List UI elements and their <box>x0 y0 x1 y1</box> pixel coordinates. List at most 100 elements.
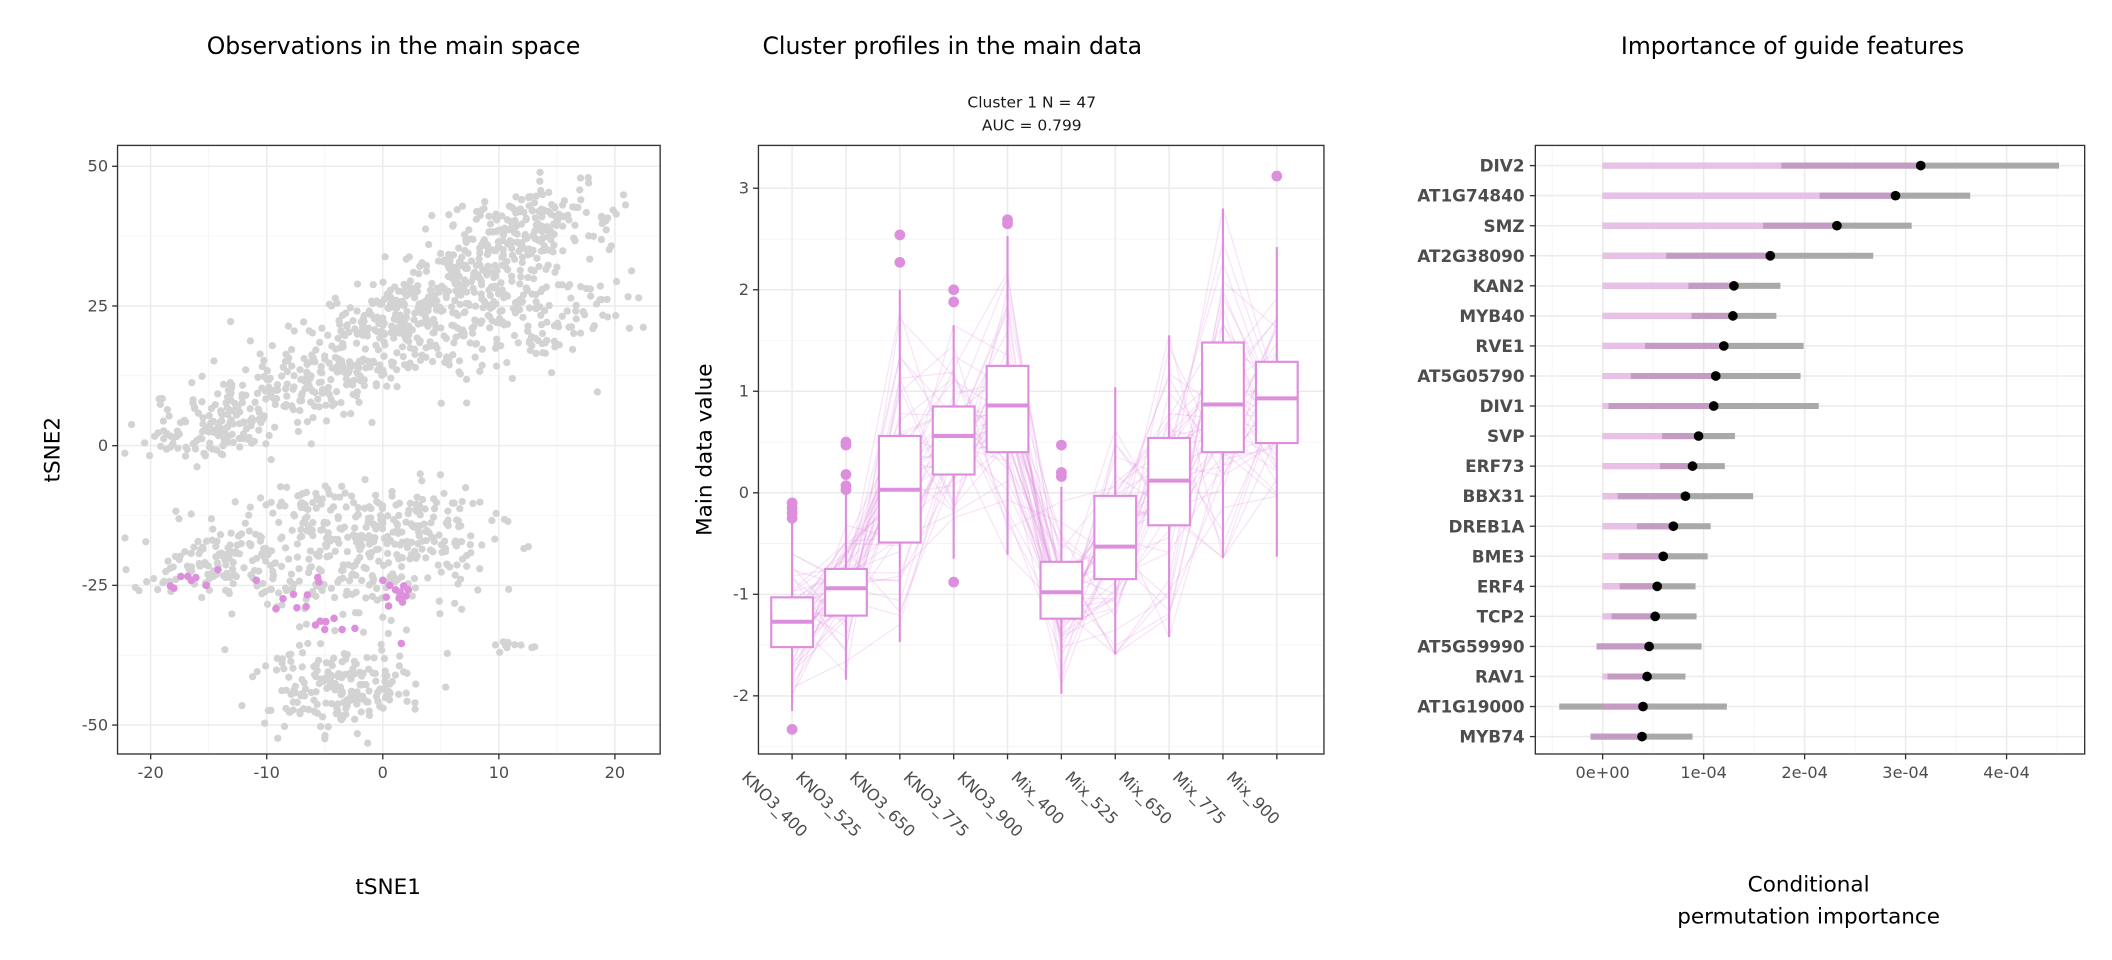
background-point <box>391 671 400 679</box>
x-tick-label: 20 <box>605 763 626 782</box>
background-point <box>285 354 293 362</box>
background-point <box>517 273 525 281</box>
background-point <box>409 268 418 277</box>
background-point <box>281 584 290 592</box>
feature-label: MYB74 <box>1459 727 1524 747</box>
background-point <box>262 395 270 403</box>
background-point <box>359 628 368 636</box>
background-point <box>363 653 371 662</box>
background-point <box>515 247 523 256</box>
background-point <box>328 402 337 410</box>
feature-label: KAN2 <box>1473 276 1525 296</box>
background-point <box>457 538 466 546</box>
background-point <box>543 318 551 326</box>
feature-label: AT1G74840 <box>1417 186 1524 206</box>
background-point <box>330 654 338 662</box>
background-point <box>154 585 162 594</box>
background-point <box>298 676 306 684</box>
background-point <box>461 308 469 316</box>
background-point <box>492 210 500 218</box>
highlighted-point <box>192 573 200 582</box>
background-point <box>166 443 174 451</box>
background-point <box>259 414 267 423</box>
background-point <box>451 571 459 579</box>
background-point <box>291 682 300 690</box>
profile-line <box>791 439 1278 654</box>
background-point <box>285 708 293 716</box>
background-point <box>532 290 540 299</box>
x-tick-label: -10 <box>254 763 280 782</box>
background-point <box>181 452 190 460</box>
background-point <box>216 418 224 426</box>
background-point <box>429 513 438 521</box>
background-point <box>296 406 304 415</box>
background-point <box>545 188 553 197</box>
background-point <box>347 492 356 500</box>
importance-estimate-point <box>1637 731 1647 742</box>
background-point <box>316 640 325 648</box>
background-point <box>193 463 201 471</box>
background-point <box>538 329 547 338</box>
background-point <box>261 719 269 727</box>
background-point <box>163 405 171 414</box>
background-point <box>295 577 303 585</box>
profile-line <box>791 343 1278 649</box>
background-point <box>334 535 342 544</box>
importance-estimate-point <box>1642 671 1652 682</box>
background-point <box>313 493 321 502</box>
feature-label: SMZ <box>1483 216 1524 236</box>
background-point <box>529 246 537 255</box>
background-point <box>380 352 388 360</box>
background-point <box>381 253 389 261</box>
scatter-panel: Observations in the main space -20 -10 0 10… <box>41 32 661 900</box>
background-point <box>537 311 545 319</box>
background-point <box>422 261 431 270</box>
background-point <box>487 283 496 291</box>
highlighted-point <box>170 584 178 592</box>
background-point <box>380 654 389 663</box>
background-point <box>449 221 457 229</box>
highlighted-point <box>303 591 312 599</box>
background-point <box>332 388 341 396</box>
background-point <box>421 225 430 233</box>
background-point <box>308 329 317 337</box>
background-point <box>624 293 632 301</box>
background-point <box>309 354 318 362</box>
background-point <box>482 268 490 276</box>
background-point <box>373 584 381 593</box>
background-point <box>377 640 385 649</box>
background-point <box>145 451 154 460</box>
background-point <box>414 320 422 328</box>
background-point <box>327 376 335 384</box>
background-point <box>142 538 150 546</box>
background-point <box>418 545 426 553</box>
background-point <box>280 402 288 410</box>
profile-line <box>791 275 1278 589</box>
x-tick-label: 2e-04 <box>1781 763 1828 782</box>
profile-line <box>791 320 1278 639</box>
background-point <box>304 705 313 714</box>
background-point <box>421 505 429 513</box>
background-point <box>379 278 387 286</box>
background-point <box>568 345 577 354</box>
background-point <box>302 620 311 628</box>
background-point <box>318 369 326 377</box>
background-point <box>340 698 348 707</box>
background-point <box>226 541 234 549</box>
background-point <box>278 686 286 695</box>
background-point <box>403 697 411 705</box>
background-point <box>411 584 420 592</box>
background-point <box>367 504 375 513</box>
highlighted-point <box>382 593 391 601</box>
background-point <box>316 722 325 731</box>
feature-label: RVE1 <box>1475 336 1524 356</box>
background-point <box>430 534 438 542</box>
y-tick-label: -2 <box>733 686 749 705</box>
background-point <box>194 537 202 546</box>
background-point <box>565 323 573 331</box>
background-point <box>324 723 332 731</box>
background-point <box>252 530 260 538</box>
background-point <box>449 309 457 317</box>
background-point <box>458 497 466 506</box>
scatter-ylabel: tSNE2 <box>41 417 66 483</box>
